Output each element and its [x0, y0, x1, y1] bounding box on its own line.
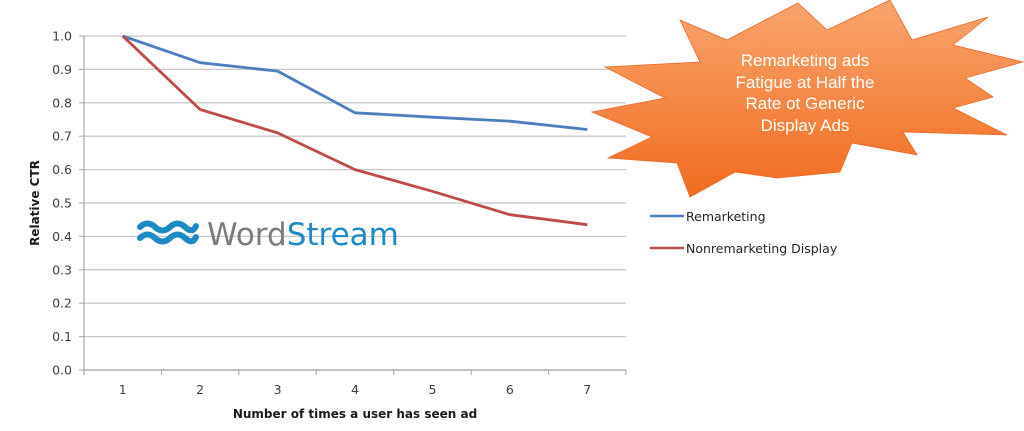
- logo-stream: Stream: [287, 217, 399, 253]
- x-tick-label: 1: [119, 382, 127, 397]
- series-line-nonremarketing-display: [121, 34, 588, 227]
- x-tick-label: 2: [196, 382, 204, 397]
- callout-line: Rate ot Generic: [745, 94, 865, 113]
- starburst-callout-shape: [590, 0, 1024, 198]
- y-tick-label: 0.2: [52, 296, 72, 311]
- y-axis-title: Relative CTR: [28, 160, 42, 246]
- callout-line: Display Ads: [760, 115, 850, 135]
- y-tick-label: 0.5: [52, 196, 72, 211]
- y-tick-label: 1.0: [52, 29, 72, 44]
- y-tick-label: 0.7: [52, 129, 72, 144]
- logo-text: WordStream: [207, 217, 399, 253]
- x-tick-label: 5: [428, 382, 436, 397]
- wordstream-logo: WordStream: [137, 217, 399, 253]
- x-tick-label: 7: [583, 382, 591, 397]
- legend-label-remarketing: Remarketing: [686, 209, 766, 224]
- y-axis-ticks: 0.0 0.1 0.2 0.3 0.4 0.5 0.6 0.7 0.8 0.9 1.0: [52, 29, 84, 378]
- wave-icon: [137, 220, 199, 245]
- series-lines: [121, 34, 588, 227]
- logo-word: Word: [207, 217, 287, 253]
- legend: Remarketing Nonremarketing Display: [650, 209, 838, 256]
- y-tick-label: 0.0: [52, 363, 72, 378]
- legend-label-nonremarketing: Nonremarketing Display: [686, 241, 838, 256]
- callout-line: Fatigue at Half the: [735, 72, 875, 92]
- callout-line: Remarketing ads: [740, 51, 870, 70]
- x-axis: 1 2 3 4 5 6 7: [83, 369, 627, 397]
- y-tick-label: 0.9: [52, 62, 72, 77]
- x-tick-label: 3: [274, 382, 282, 397]
- gridlines: [83, 35, 626, 375]
- y-tick-label: 0.4: [52, 229, 72, 244]
- y-tick-label: 0.3: [52, 262, 72, 277]
- y-tick-label: 0.6: [52, 162, 72, 177]
- y-tick-label: 0.8: [52, 95, 72, 110]
- x-tick-label: 4: [351, 382, 359, 397]
- x-tick-label: 6: [506, 382, 514, 397]
- x-axis-title: Number of times a user has seen ad: [233, 407, 477, 421]
- callout-text: Remarketing ads Fatigue at Half the Rate…: [700, 50, 910, 136]
- series-line-remarketing: [122, 34, 588, 131]
- y-tick-label: 0.1: [52, 329, 72, 344]
